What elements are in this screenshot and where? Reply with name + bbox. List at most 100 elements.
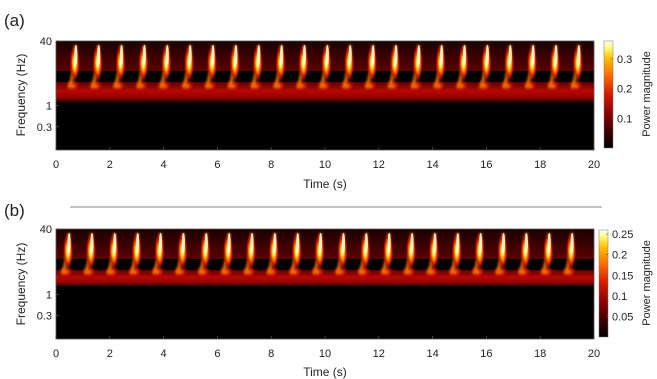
- burst-mark: [469, 232, 486, 279]
- colorbar-tick-label: 0.3: [617, 54, 632, 66]
- panel-b-x-label: Time (s): [303, 365, 347, 379]
- burst-mark: [149, 232, 166, 279]
- y-tick-label: 1: [46, 101, 52, 113]
- burst-mark: [362, 44, 379, 93]
- panel-a-y-ticks: 40 1 0.3: [37, 36, 59, 134]
- x-tick-label: 14: [426, 348, 438, 360]
- panel-b: (b) 0 2 4 6 8 10 12 14 16 18 20 40 1 0.3 Time (s) Fr…: [4, 201, 653, 379]
- burst-mark: [384, 44, 401, 93]
- burst-mark: [218, 232, 235, 279]
- burst-mark: [286, 232, 303, 279]
- burst-mark: [133, 44, 150, 93]
- x-tick-label: 20: [588, 348, 600, 360]
- panel-b-y-ticks: 40 1 0.3: [37, 224, 59, 323]
- y-tick-label: 40: [40, 36, 52, 48]
- burst-mark: [80, 232, 97, 279]
- burst-mark: [202, 44, 219, 93]
- burst-mark: [316, 44, 333, 93]
- burst-mark: [544, 44, 561, 93]
- x-tick-label: 4: [161, 159, 167, 171]
- burst-mark: [561, 232, 578, 279]
- x-tick-label: 20: [588, 159, 600, 171]
- x-tick-label: 18: [534, 348, 546, 360]
- x-tick-label: 8: [268, 348, 274, 360]
- burst-mark: [401, 232, 418, 279]
- panel-b-heatmap: [56, 229, 594, 339]
- panel-a-heatmap: [56, 41, 594, 150]
- burst-mark: [103, 232, 120, 279]
- panel-b-colorbar: [598, 229, 609, 338]
- x-tick-label: 18: [534, 159, 546, 171]
- colorbar-tick-label: 0.15: [612, 270, 633, 282]
- burst-mark: [126, 232, 143, 279]
- panel-a: (a) 0 2 4 6 8 10 12 14 16 18 20 40 1 0.3 Time (s) Fr…: [4, 11, 653, 191]
- x-tick-label: 16: [480, 348, 492, 360]
- burst-mark: [538, 232, 555, 279]
- x-tick-label: 10: [319, 348, 331, 360]
- burst-mark: [499, 44, 516, 93]
- x-tick-label: 2: [107, 348, 113, 360]
- colorbar-tick-label: 0.2: [617, 84, 632, 96]
- panel-b-x-ticks: 0 2 4 6 8 10 12 14 16 18 20: [53, 336, 600, 360]
- burst-mark: [332, 232, 349, 279]
- burst-mark: [241, 232, 258, 279]
- burst-mark: [224, 44, 241, 93]
- panel-a-colorbar-label: Power magnitude: [641, 51, 653, 137]
- burst-mark: [263, 232, 280, 279]
- burst-mark: [446, 232, 463, 279]
- burst-mark: [378, 232, 395, 279]
- panel-a-bursts: [64, 44, 584, 93]
- panel-b-label: (b): [4, 201, 25, 220]
- x-tick-label: 12: [373, 159, 385, 171]
- burst-mark: [355, 232, 372, 279]
- colorbar-tick-label: 0.05: [612, 311, 633, 323]
- burst-mark: [407, 44, 424, 93]
- burst-mark: [423, 232, 440, 279]
- y-tick-label: 0.3: [37, 311, 52, 323]
- panel-b-colorbar-label: Power magnitude: [641, 240, 653, 326]
- y-tick-label: 40: [40, 224, 52, 236]
- burst-mark: [156, 44, 173, 93]
- burst-mark: [172, 232, 189, 279]
- x-tick-label: 4: [161, 348, 167, 360]
- x-tick-label: 0: [53, 159, 59, 171]
- burst-mark: [270, 44, 287, 93]
- burst-mark: [309, 232, 326, 279]
- panel-a-colorbar: [603, 40, 614, 149]
- y-tick-label: 0.3: [37, 122, 52, 134]
- burst-mark: [87, 44, 104, 93]
- x-tick-label: 10: [319, 159, 331, 171]
- burst-mark: [110, 44, 127, 93]
- x-tick-label: 12: [373, 348, 385, 360]
- colorbar-tick-label: 0.2: [612, 250, 627, 262]
- burst-mark: [64, 44, 81, 93]
- panel-a-x-label: Time (s): [303, 177, 347, 191]
- x-tick-label: 6: [214, 348, 220, 360]
- burst-mark: [430, 44, 447, 93]
- x-tick-label: 6: [214, 159, 220, 171]
- burst-mark: [522, 44, 539, 93]
- x-tick-label: 8: [268, 159, 274, 171]
- burst-mark: [293, 44, 310, 93]
- burst-mark: [339, 44, 356, 93]
- colorbar-tick-label: 0.1: [617, 113, 632, 125]
- burst-mark: [195, 232, 212, 279]
- panel-b-y-label: Frequency (Hz): [14, 243, 28, 326]
- panel-b-colorbar-ticks: 0.25 0.2 0.15 0.1 0.05: [606, 229, 633, 323]
- colorbar-tick-label: 0.25: [612, 229, 633, 241]
- burst-mark: [247, 44, 264, 93]
- panel-b-bursts: [58, 232, 578, 279]
- x-tick-label: 2: [107, 159, 113, 171]
- burst-mark: [476, 44, 493, 93]
- burst-mark: [515, 232, 532, 279]
- panel-a-x-ticks: 0 2 4 6 8 10 12 14 16 18 20: [53, 147, 600, 171]
- x-tick-label: 16: [480, 159, 492, 171]
- panel-a-colorbar-ticks: 0.3 0.2 0.1: [611, 54, 632, 125]
- panel-a-y-label: Frequency (Hz): [14, 54, 28, 137]
- burst-mark: [492, 232, 509, 279]
- burst-mark: [179, 44, 196, 93]
- burst-mark: [453, 44, 470, 93]
- y-tick-label: 1: [46, 289, 52, 301]
- x-tick-label: 14: [426, 159, 438, 171]
